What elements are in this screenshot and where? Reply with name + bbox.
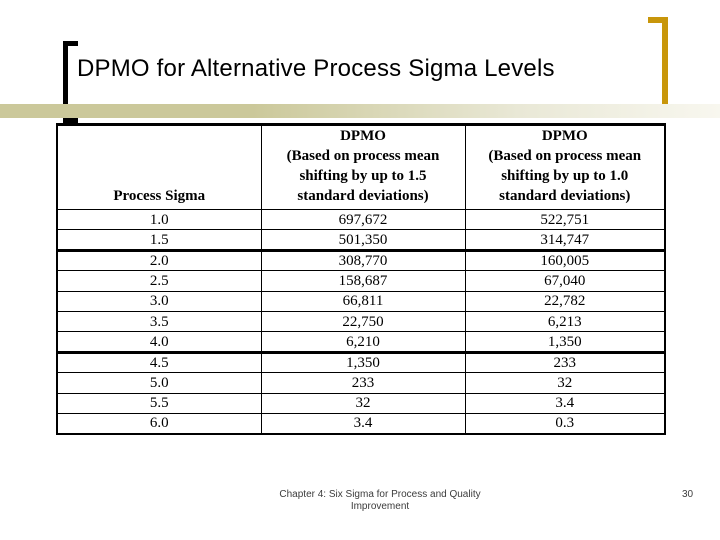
table-row: 5.5 32 3.4 <box>56 392 666 414</box>
cell-dpmo-shift-1-5: 308,770 <box>260 248 466 272</box>
table-row: 2.5 158,687 67,040 <box>56 270 666 292</box>
cell-dpmo-shift-1-5: 501,350 <box>260 229 466 251</box>
header-dpmo-shift-1-0: DPMO (Based on process mean shifting by … <box>464 124 666 210</box>
table-row: 4.5 1,350 233 <box>56 350 666 374</box>
table-row: 6.0 3.4 0.3 <box>56 412 666 435</box>
cell-dpmo-shift-1-0: 32 <box>464 372 666 394</box>
table-row: 2.0 308,770 160,005 <box>56 248 666 272</box>
cell-sigma: 5.5 <box>56 392 262 414</box>
cell-dpmo-shift-1-0: 522,751 <box>464 208 666 231</box>
cell-dpmo-shift-1-5: 32 <box>260 392 466 414</box>
cell-dpmo-shift-1-0: 0.3 <box>464 412 666 435</box>
table-header-row: Process Sigma DPMO (Based on process mea… <box>56 124 666 210</box>
table-row: 1.5 501,350 314,747 <box>56 229 666 251</box>
cell-dpmo-shift-1-5: 66,811 <box>260 290 466 312</box>
cell-dpmo-shift-1-5: 22,750 <box>260 310 466 333</box>
cell-dpmo-shift-1-0: 314,747 <box>464 229 666 251</box>
cell-dpmo-shift-1-5: 158,687 <box>260 270 466 292</box>
header-dpmo-shift-1-5: DPMO (Based on process mean shifting by … <box>260 124 466 210</box>
cell-dpmo-shift-1-5: 697,672 <box>260 208 466 231</box>
table-row: 1.0 697,672 522,751 <box>56 208 666 231</box>
footer-caption: Chapter 4: Six Sigma for Process and Qua… <box>279 489 481 512</box>
cell-dpmo-shift-1-5: 233 <box>260 372 466 394</box>
table-row: 4.0 6,210 1,350 <box>56 331 666 353</box>
cell-sigma: 3.5 <box>56 310 262 333</box>
slide-title: DPMO for Alternative Process Sigma Level… <box>77 55 555 82</box>
cell-sigma: 4.0 <box>56 331 262 353</box>
cell-dpmo-shift-1-5: 6,210 <box>260 331 466 353</box>
right-bracket-decoration <box>648 17 668 110</box>
cell-sigma: 2.0 <box>56 248 262 272</box>
cell-sigma: 2.5 <box>56 270 262 292</box>
cell-dpmo-shift-1-5: 1,350 <box>260 350 466 374</box>
cell-dpmo-shift-1-0: 1,350 <box>464 331 666 353</box>
header-process-sigma: Process Sigma <box>56 124 262 210</box>
title-divider-bar <box>0 104 720 118</box>
table-row: 5.0 233 32 <box>56 372 666 394</box>
cell-sigma: 4.5 <box>56 350 262 374</box>
cell-dpmo-shift-1-0: 160,005 <box>464 248 666 272</box>
left-bracket-decoration <box>63 41 78 123</box>
page-number: 30 <box>682 489 694 500</box>
cell-dpmo-shift-1-0: 67,040 <box>464 270 666 292</box>
cell-dpmo-shift-1-0: 22,782 <box>464 290 666 312</box>
cell-sigma: 1.5 <box>56 229 262 251</box>
cell-sigma: 5.0 <box>56 372 262 394</box>
cell-dpmo-shift-1-0: 6,213 <box>464 310 666 333</box>
cell-dpmo-shift-1-5: 3.4 <box>260 412 466 435</box>
cell-sigma: 3.0 <box>56 290 262 312</box>
cell-dpmo-shift-1-0: 3.4 <box>464 392 666 414</box>
cell-dpmo-shift-1-0: 233 <box>464 350 666 374</box>
cell-sigma: 1.0 <box>56 208 262 231</box>
table-row: 3.5 22,750 6,213 <box>56 310 666 333</box>
table-row: 3.0 66,811 22,782 <box>56 290 666 312</box>
dpmo-table: Process Sigma DPMO (Based on process mea… <box>56 123 666 435</box>
cell-sigma: 6.0 <box>56 412 262 435</box>
dpmo-table-body: 1.0 697,672 522,751 1.5 501,350 314,747 2.0 308… <box>56 208 666 435</box>
